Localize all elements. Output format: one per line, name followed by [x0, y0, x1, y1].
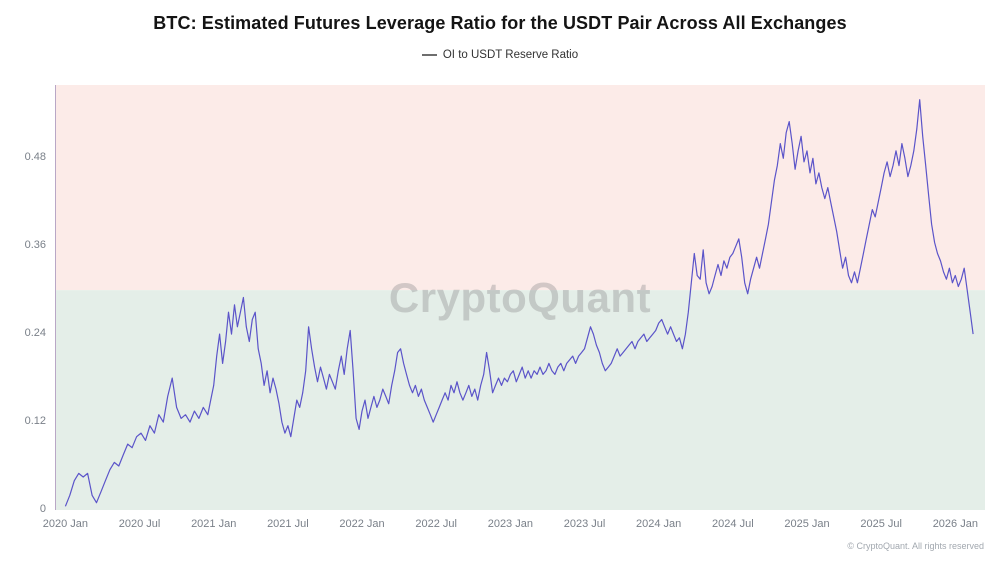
x-tick-label: 2024 Jul [712, 518, 754, 530]
chart-title: BTC: Estimated Futures Leverage Ratio fo… [153, 13, 847, 33]
background-zone [55, 85, 985, 291]
legend-line-icon [421, 54, 437, 56]
x-tick-label: 2021 Jan [191, 518, 237, 530]
legend-item[interactable]: OI to USDT Reserve Ratio [0, 49, 1000, 61]
x-tick-label: 2020 Jul [118, 518, 161, 530]
x-tick-label: 2020 Jan [42, 518, 88, 530]
legend-label: OI to USDT Reserve Ratio [442, 49, 579, 61]
x-tick-label: 2022 Jan [339, 518, 385, 530]
series-line [64, 99, 974, 507]
x-tick-label: 2023 Jan [487, 518, 533, 530]
x-tick-label: 2025 Jan [784, 518, 830, 530]
y-tick-label: 0.12 [24, 415, 46, 428]
x-tick-label: 2024 Jan [636, 518, 682, 530]
background-zone [55, 290, 985, 510]
x-tick-label: 2022 Jul [415, 518, 457, 530]
x-tick-label: 2023 Jul [563, 518, 606, 530]
x-tick-label: 2026 Jan [932, 518, 978, 530]
y-tick-label: 0.24 [24, 327, 46, 340]
y-tick-label: 0.36 [24, 239, 46, 252]
copyright-note: © CryptoQuant. All rights reserved [847, 541, 984, 551]
x-tick-label: 2021 Jul [267, 518, 309, 530]
x-tick-label: 2025 Jul [860, 518, 902, 530]
y-tick-label: 0 [39, 503, 46, 515]
line-chart [55, 85, 985, 510]
y-tick-label: 0.48 [24, 151, 46, 164]
plot-area: CryptoQuant [55, 85, 985, 510]
